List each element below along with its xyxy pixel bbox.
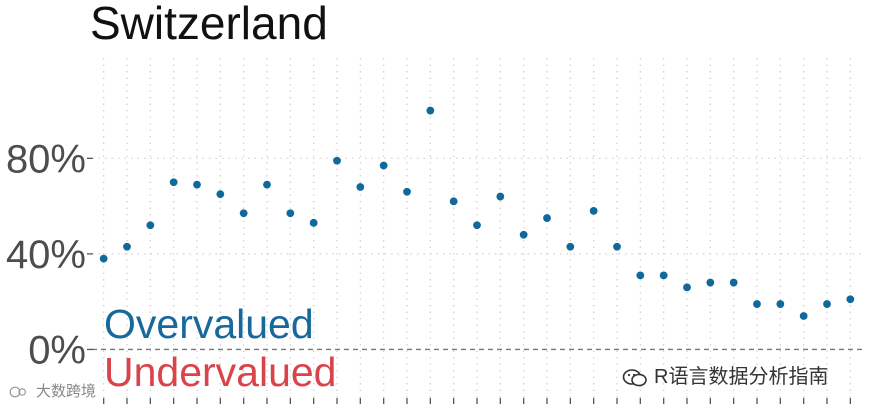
data-point bbox=[286, 209, 295, 218]
data-point bbox=[403, 187, 411, 196]
y-tick-label: 80% bbox=[6, 137, 86, 181]
data-point bbox=[659, 271, 668, 280]
data-point bbox=[449, 197, 458, 206]
logo-icon bbox=[9, 386, 27, 398]
data-point bbox=[379, 161, 388, 170]
data-point bbox=[543, 214, 551, 222]
data-point bbox=[799, 312, 808, 320]
data-point bbox=[776, 300, 785, 308]
data-point bbox=[823, 300, 831, 308]
y-axis-ticks: 0% 40% 80% bbox=[6, 137, 93, 372]
data-point bbox=[263, 180, 271, 189]
data-point bbox=[146, 221, 155, 230]
watermark-left-text: 大数跨境 bbox=[36, 383, 97, 400]
undervalued-label: Undervalued bbox=[104, 349, 337, 395]
data-point bbox=[683, 283, 691, 292]
data-point bbox=[426, 106, 435, 115]
data-point bbox=[193, 180, 201, 189]
overvalued-label: Overvalued bbox=[104, 301, 314, 347]
grid-lines bbox=[92, 58, 862, 402]
data-point bbox=[729, 278, 738, 287]
data-point bbox=[846, 295, 855, 304]
data-point bbox=[123, 242, 131, 251]
wechat-icon bbox=[622, 368, 647, 387]
data-point bbox=[566, 242, 575, 251]
watermark-right: R语言数据分析指南 bbox=[622, 360, 828, 389]
data-point bbox=[333, 156, 341, 165]
data-point bbox=[169, 178, 178, 187]
data-point bbox=[496, 192, 505, 201]
data-point bbox=[473, 221, 481, 230]
data-point bbox=[309, 218, 318, 227]
y-tick-label: 40% bbox=[6, 233, 86, 277]
data-point bbox=[636, 271, 645, 280]
data-point bbox=[753, 300, 761, 308]
data-point bbox=[239, 209, 248, 218]
watermark-right-text: R语言数据分析指南 bbox=[654, 366, 829, 388]
data-point bbox=[99, 254, 108, 263]
data-point bbox=[519, 230, 528, 239]
data-point bbox=[356, 183, 365, 191]
watermark-left: 大数跨境 bbox=[8, 380, 96, 401]
chart-title: Switzerland bbox=[90, 0, 328, 49]
data-point bbox=[706, 278, 715, 287]
y-tick-label: 0% bbox=[28, 328, 86, 372]
data-point bbox=[613, 242, 621, 251]
x-axis-ticks bbox=[103, 398, 851, 404]
data-point bbox=[589, 206, 598, 215]
data-point bbox=[216, 190, 225, 199]
data-points bbox=[99, 106, 855, 320]
